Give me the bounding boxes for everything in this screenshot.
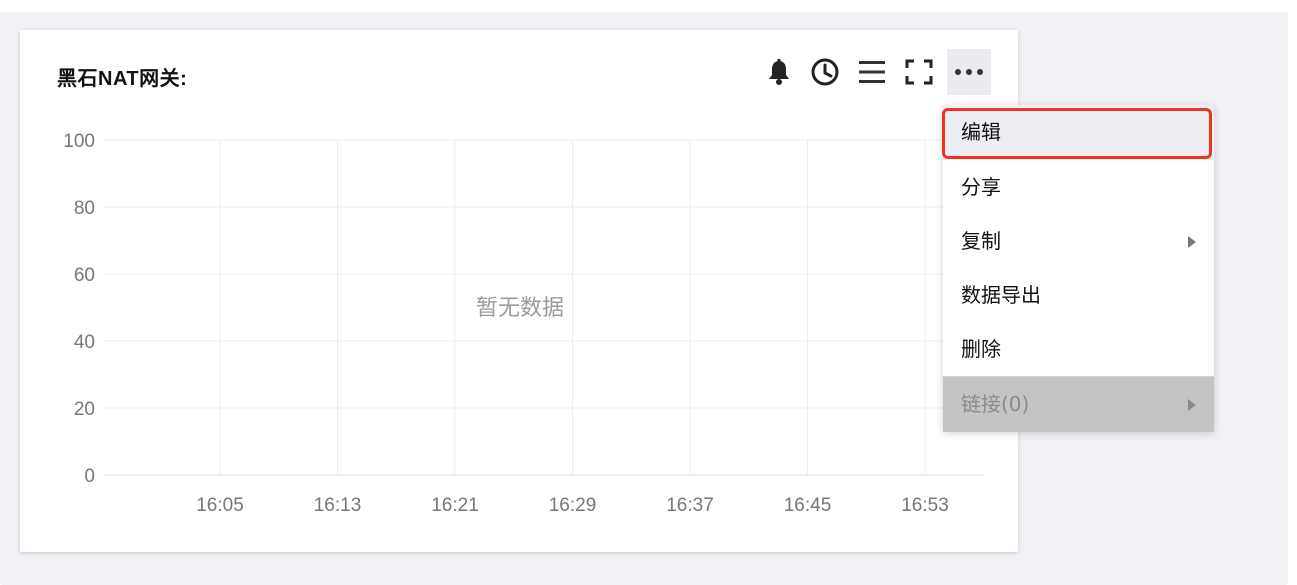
y-tick-label: 100 bbox=[63, 131, 95, 152]
y-axis-ticks: 0 20 40 60 80 100 bbox=[63, 131, 95, 487]
empty-data-label: 暂无数据 bbox=[476, 296, 564, 321]
menu-item-label: 复制 bbox=[961, 229, 1001, 253]
menu-item-label: 删除 bbox=[961, 337, 1001, 361]
menu-item-edit[interactable]: 编辑 bbox=[943, 105, 1214, 160]
menu-item-label: 编辑 bbox=[961, 120, 1001, 144]
submenu-arrow-icon bbox=[1188, 236, 1196, 248]
y-tick-label: 60 bbox=[74, 265, 95, 286]
y-tick-label: 80 bbox=[74, 198, 95, 219]
submenu-arrow-icon bbox=[1188, 399, 1196, 411]
menu-item-delete[interactable]: 删除 bbox=[943, 322, 1214, 377]
menu-item-links[interactable]: 链接(0) bbox=[943, 377, 1214, 432]
bell-icon[interactable] bbox=[759, 49, 799, 95]
x-tick-label: 16:05 bbox=[196, 495, 244, 516]
y-tick-label: 20 bbox=[74, 399, 95, 420]
x-tick-label: 16:21 bbox=[431, 495, 479, 516]
menu-item-label: 分享 bbox=[961, 175, 1001, 199]
x-tick-label: 16:53 bbox=[901, 495, 949, 516]
x-axis-ticks: 16:05 16:13 16:21 16:29 16:37 16:45 16:53 bbox=[196, 495, 949, 516]
menu-item-share[interactable]: 分享 bbox=[943, 160, 1214, 215]
chart-panel: 黑石NAT网关: bbox=[20, 30, 1018, 552]
panel-title: 黑石NAT网关: bbox=[57, 68, 188, 90]
list-icon[interactable] bbox=[852, 49, 892, 95]
more-icon[interactable] bbox=[947, 49, 991, 95]
x-tick-label: 16:29 bbox=[549, 495, 597, 516]
menu-item-export-data[interactable]: 数据导出 bbox=[943, 268, 1214, 323]
fullscreen-icon[interactable] bbox=[899, 49, 939, 95]
menu-item-label: 数据导出 bbox=[961, 283, 1041, 307]
clock-icon[interactable] bbox=[805, 49, 845, 95]
y-tick-label: 0 bbox=[84, 466, 95, 487]
menu-divider bbox=[943, 376, 1214, 377]
x-tick-label: 16:13 bbox=[314, 495, 362, 516]
more-actions-menu: 编辑 分享 复制 数据导出 删除 链接(0) bbox=[943, 105, 1214, 432]
menu-item-label: 链接(0) bbox=[961, 392, 1030, 416]
y-tick-label: 40 bbox=[74, 332, 95, 353]
x-tick-label: 16:45 bbox=[784, 495, 832, 516]
menu-item-copy[interactable]: 复制 bbox=[943, 214, 1214, 269]
chart-grid bbox=[104, 139, 984, 476]
x-tick-label: 16:37 bbox=[666, 495, 714, 516]
